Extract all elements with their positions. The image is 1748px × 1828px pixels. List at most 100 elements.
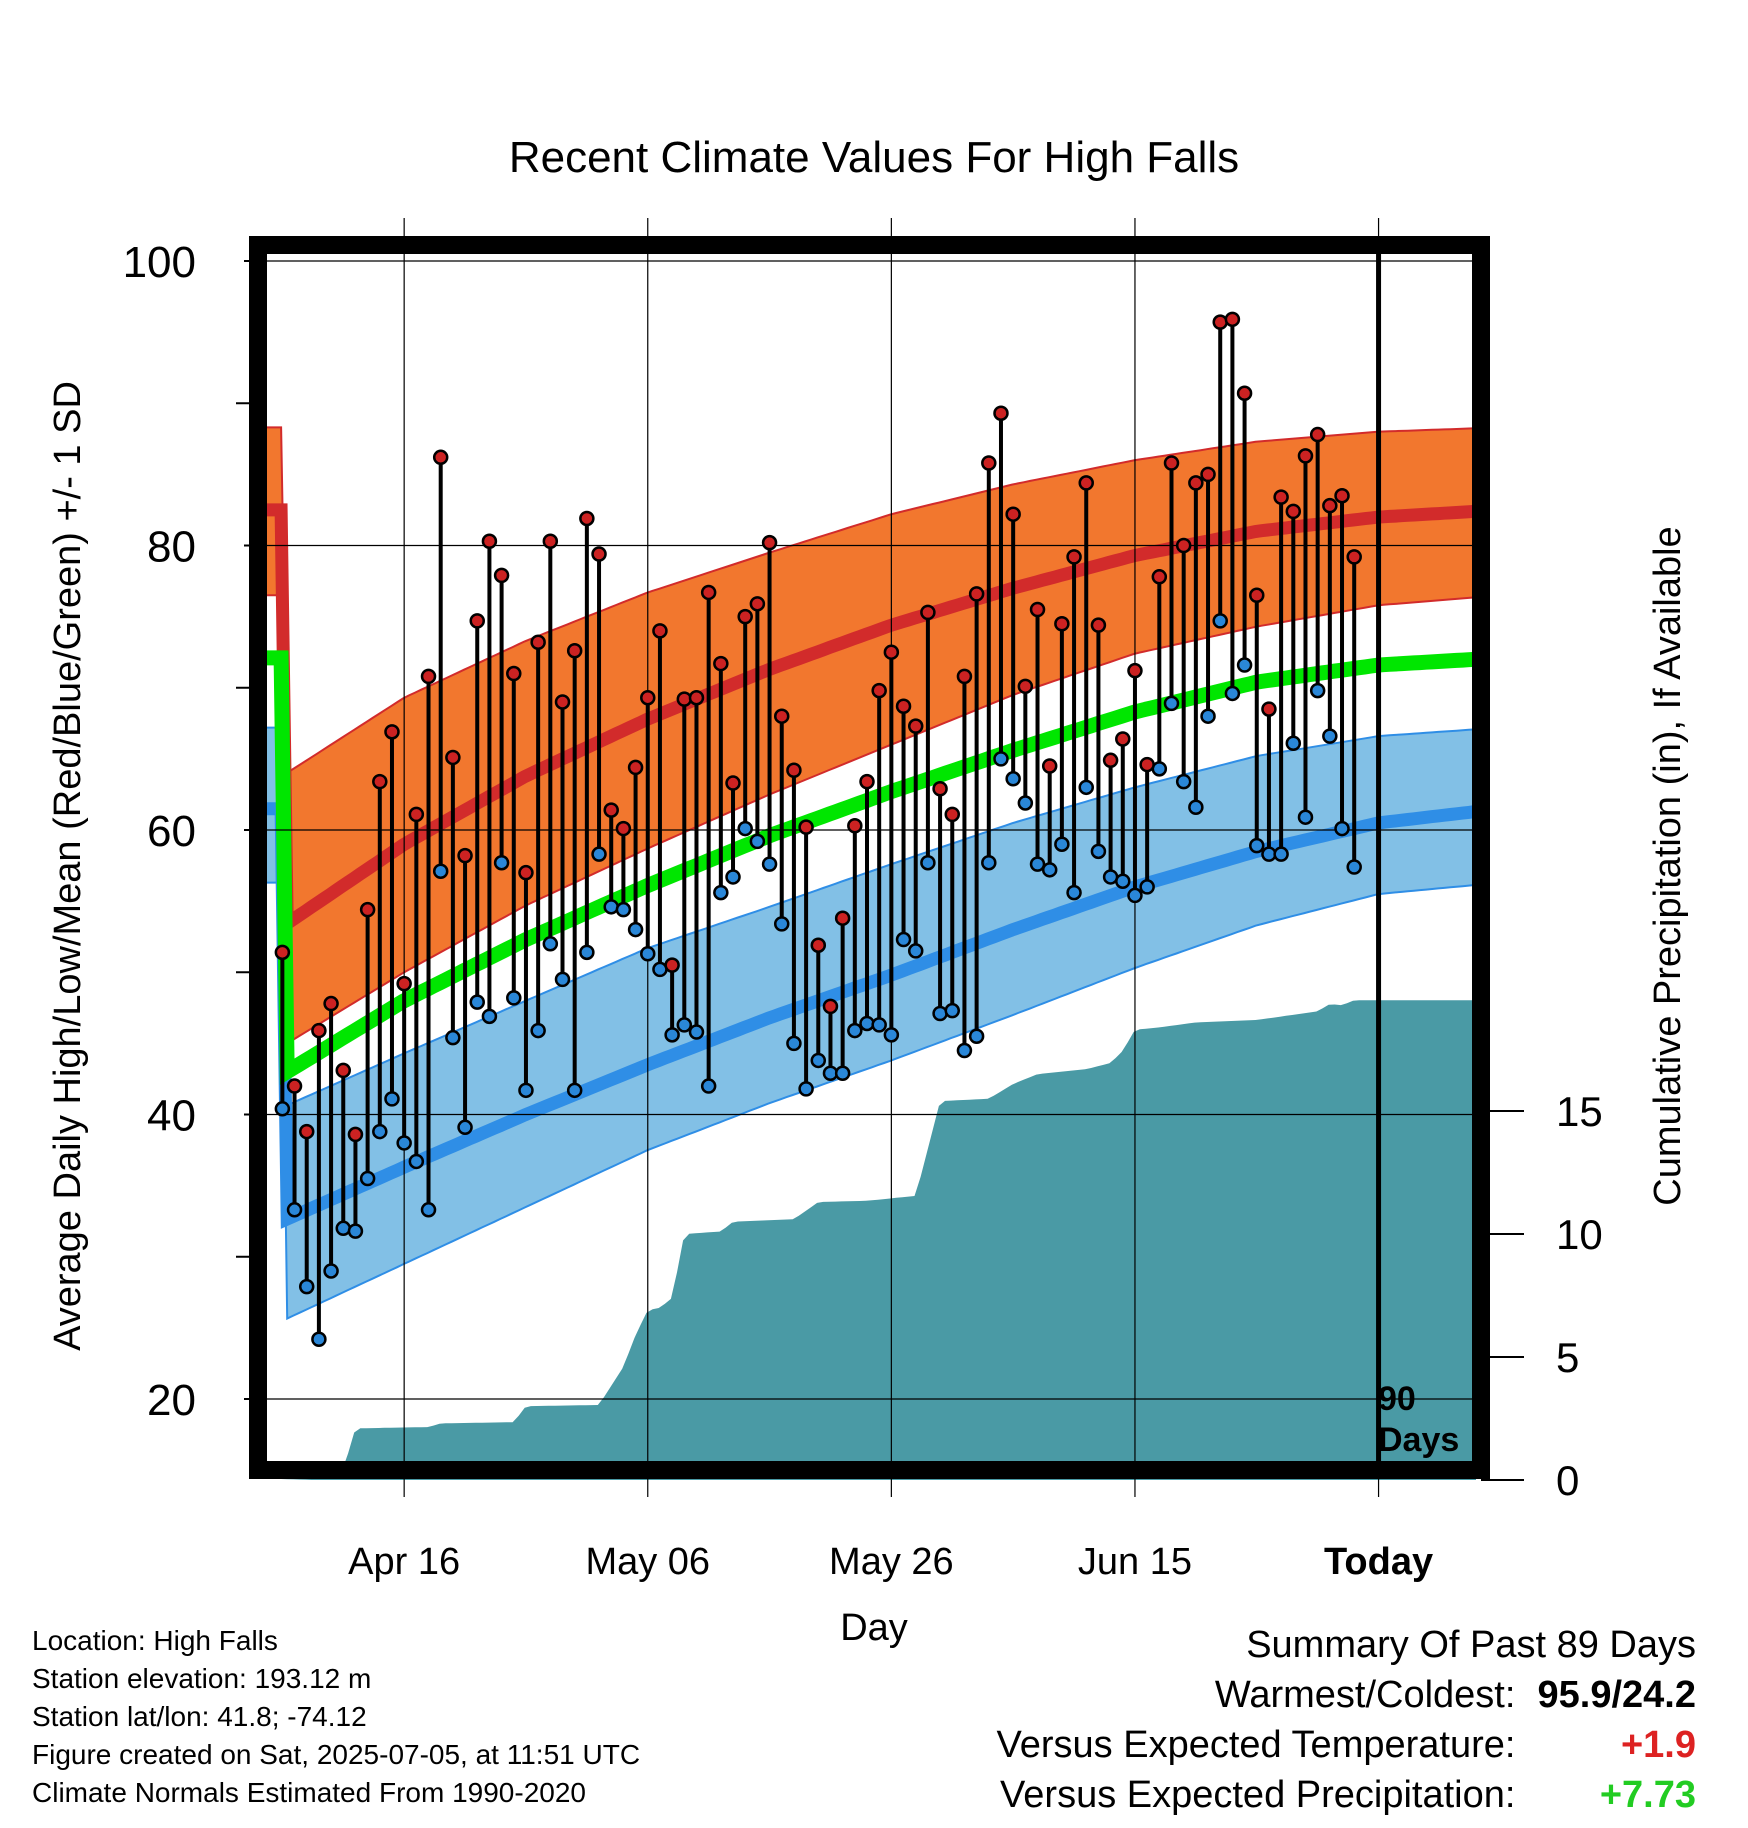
high-point — [725, 775, 741, 791]
summary-panel: Summary Of Past 89 Days Warmest/Coldest:… — [997, 1620, 1696, 1820]
low-point — [859, 1015, 875, 1032]
high-point — [834, 910, 851, 926]
high-point — [981, 455, 997, 471]
high-point — [432, 449, 449, 466]
low-point — [1029, 856, 1046, 872]
low-point — [810, 1052, 827, 1069]
high-point — [859, 773, 875, 790]
high-point — [1066, 549, 1082, 565]
elevation-line: Station elevation: 193.12 m — [32, 1663, 372, 1694]
low-point — [1090, 843, 1107, 860]
low-point — [1309, 682, 1326, 699]
low-point — [956, 1042, 973, 1059]
high-point — [1017, 678, 1034, 695]
low-point — [615, 901, 632, 918]
low-point — [506, 990, 522, 1006]
low-point — [311, 1331, 327, 1348]
high-point — [603, 802, 619, 818]
high-point — [907, 718, 924, 734]
low-point — [445, 1029, 461, 1046]
high-point — [1224, 311, 1241, 328]
high-point — [506, 665, 522, 682]
high-point — [566, 643, 583, 659]
normal-high-line — [262, 503, 1476, 936]
x-tick-label: May 06 — [585, 1541, 710, 1583]
low-point — [335, 1220, 352, 1237]
y-tick-label: 80 — [147, 523, 196, 572]
high-point — [810, 937, 827, 953]
low-point — [1041, 862, 1058, 878]
high-point — [457, 847, 473, 864]
high-point — [700, 584, 717, 601]
high-point — [1078, 475, 1094, 491]
precipitation-area — [262, 1000, 1476, 1480]
location-line: Location: High Falls — [32, 1625, 278, 1656]
low-point — [1322, 728, 1338, 744]
low-point — [542, 936, 559, 952]
low-point — [1249, 837, 1265, 854]
daily-range-stems — [280, 319, 1357, 1340]
high-point — [956, 668, 973, 685]
low-point — [554, 971, 571, 988]
high-point — [1212, 314, 1228, 330]
high-point — [737, 608, 753, 625]
low-point — [749, 833, 766, 850]
low-point — [834, 1065, 851, 1081]
low-point — [396, 1135, 412, 1151]
high-point — [871, 682, 887, 699]
high-point — [847, 817, 863, 834]
high-point — [786, 762, 802, 779]
y2-tick-label: 15 — [1556, 1088, 1603, 1135]
low-point — [932, 1005, 948, 1022]
x-tick-label: Today — [1324, 1541, 1433, 1583]
high-point — [1346, 549, 1362, 565]
high-point — [652, 623, 668, 639]
low-point — [359, 1170, 376, 1187]
high-point — [761, 534, 778, 551]
low-point — [408, 1153, 425, 1170]
high-point — [311, 1022, 327, 1039]
high-point — [1188, 475, 1204, 491]
high-point — [798, 819, 814, 835]
today-days-label: Days — [1378, 1421, 1459, 1459]
temp-value: +1.9 — [1620, 1724, 1696, 1766]
high-point — [1261, 701, 1277, 717]
low-point — [688, 1024, 705, 1040]
high-point — [469, 613, 485, 629]
temp-row: Versus Expected Temperature: +1.9 — [997, 1720, 1696, 1770]
low-point — [347, 1223, 364, 1239]
low-point — [907, 943, 924, 959]
high-point — [1200, 466, 1216, 483]
high-point — [347, 1126, 364, 1143]
low-point — [1346, 859, 1362, 875]
high-point — [944, 806, 961, 823]
high-point — [993, 405, 1009, 421]
low-point — [420, 1202, 437, 1218]
high-point — [688, 689, 705, 706]
low-point — [640, 946, 656, 962]
low-point — [798, 1081, 814, 1097]
low-point — [627, 921, 644, 938]
x-axis-label: Day — [840, 1607, 908, 1649]
high-point — [968, 586, 985, 602]
high-point — [664, 957, 680, 973]
low-point — [664, 1027, 680, 1043]
low-point — [481, 1008, 498, 1025]
high-point — [1175, 537, 1192, 554]
high-point — [1249, 587, 1265, 604]
low-point — [968, 1028, 985, 1045]
high-point — [1322, 497, 1338, 514]
high-point — [1309, 426, 1326, 443]
high-point — [749, 596, 766, 612]
low-point — [1297, 809, 1314, 825]
high-point — [676, 691, 693, 707]
high-point — [372, 773, 388, 790]
high-point — [1029, 601, 1046, 618]
high-point — [932, 780, 948, 797]
created-line: Figure created on Sat, 2025-07-05, at 11… — [32, 1739, 641, 1770]
low-point — [1139, 879, 1155, 895]
high-point — [1236, 385, 1253, 402]
high-point — [408, 806, 425, 823]
low-point — [1212, 613, 1228, 629]
y2-tick-label: 0 — [1556, 1457, 1579, 1504]
